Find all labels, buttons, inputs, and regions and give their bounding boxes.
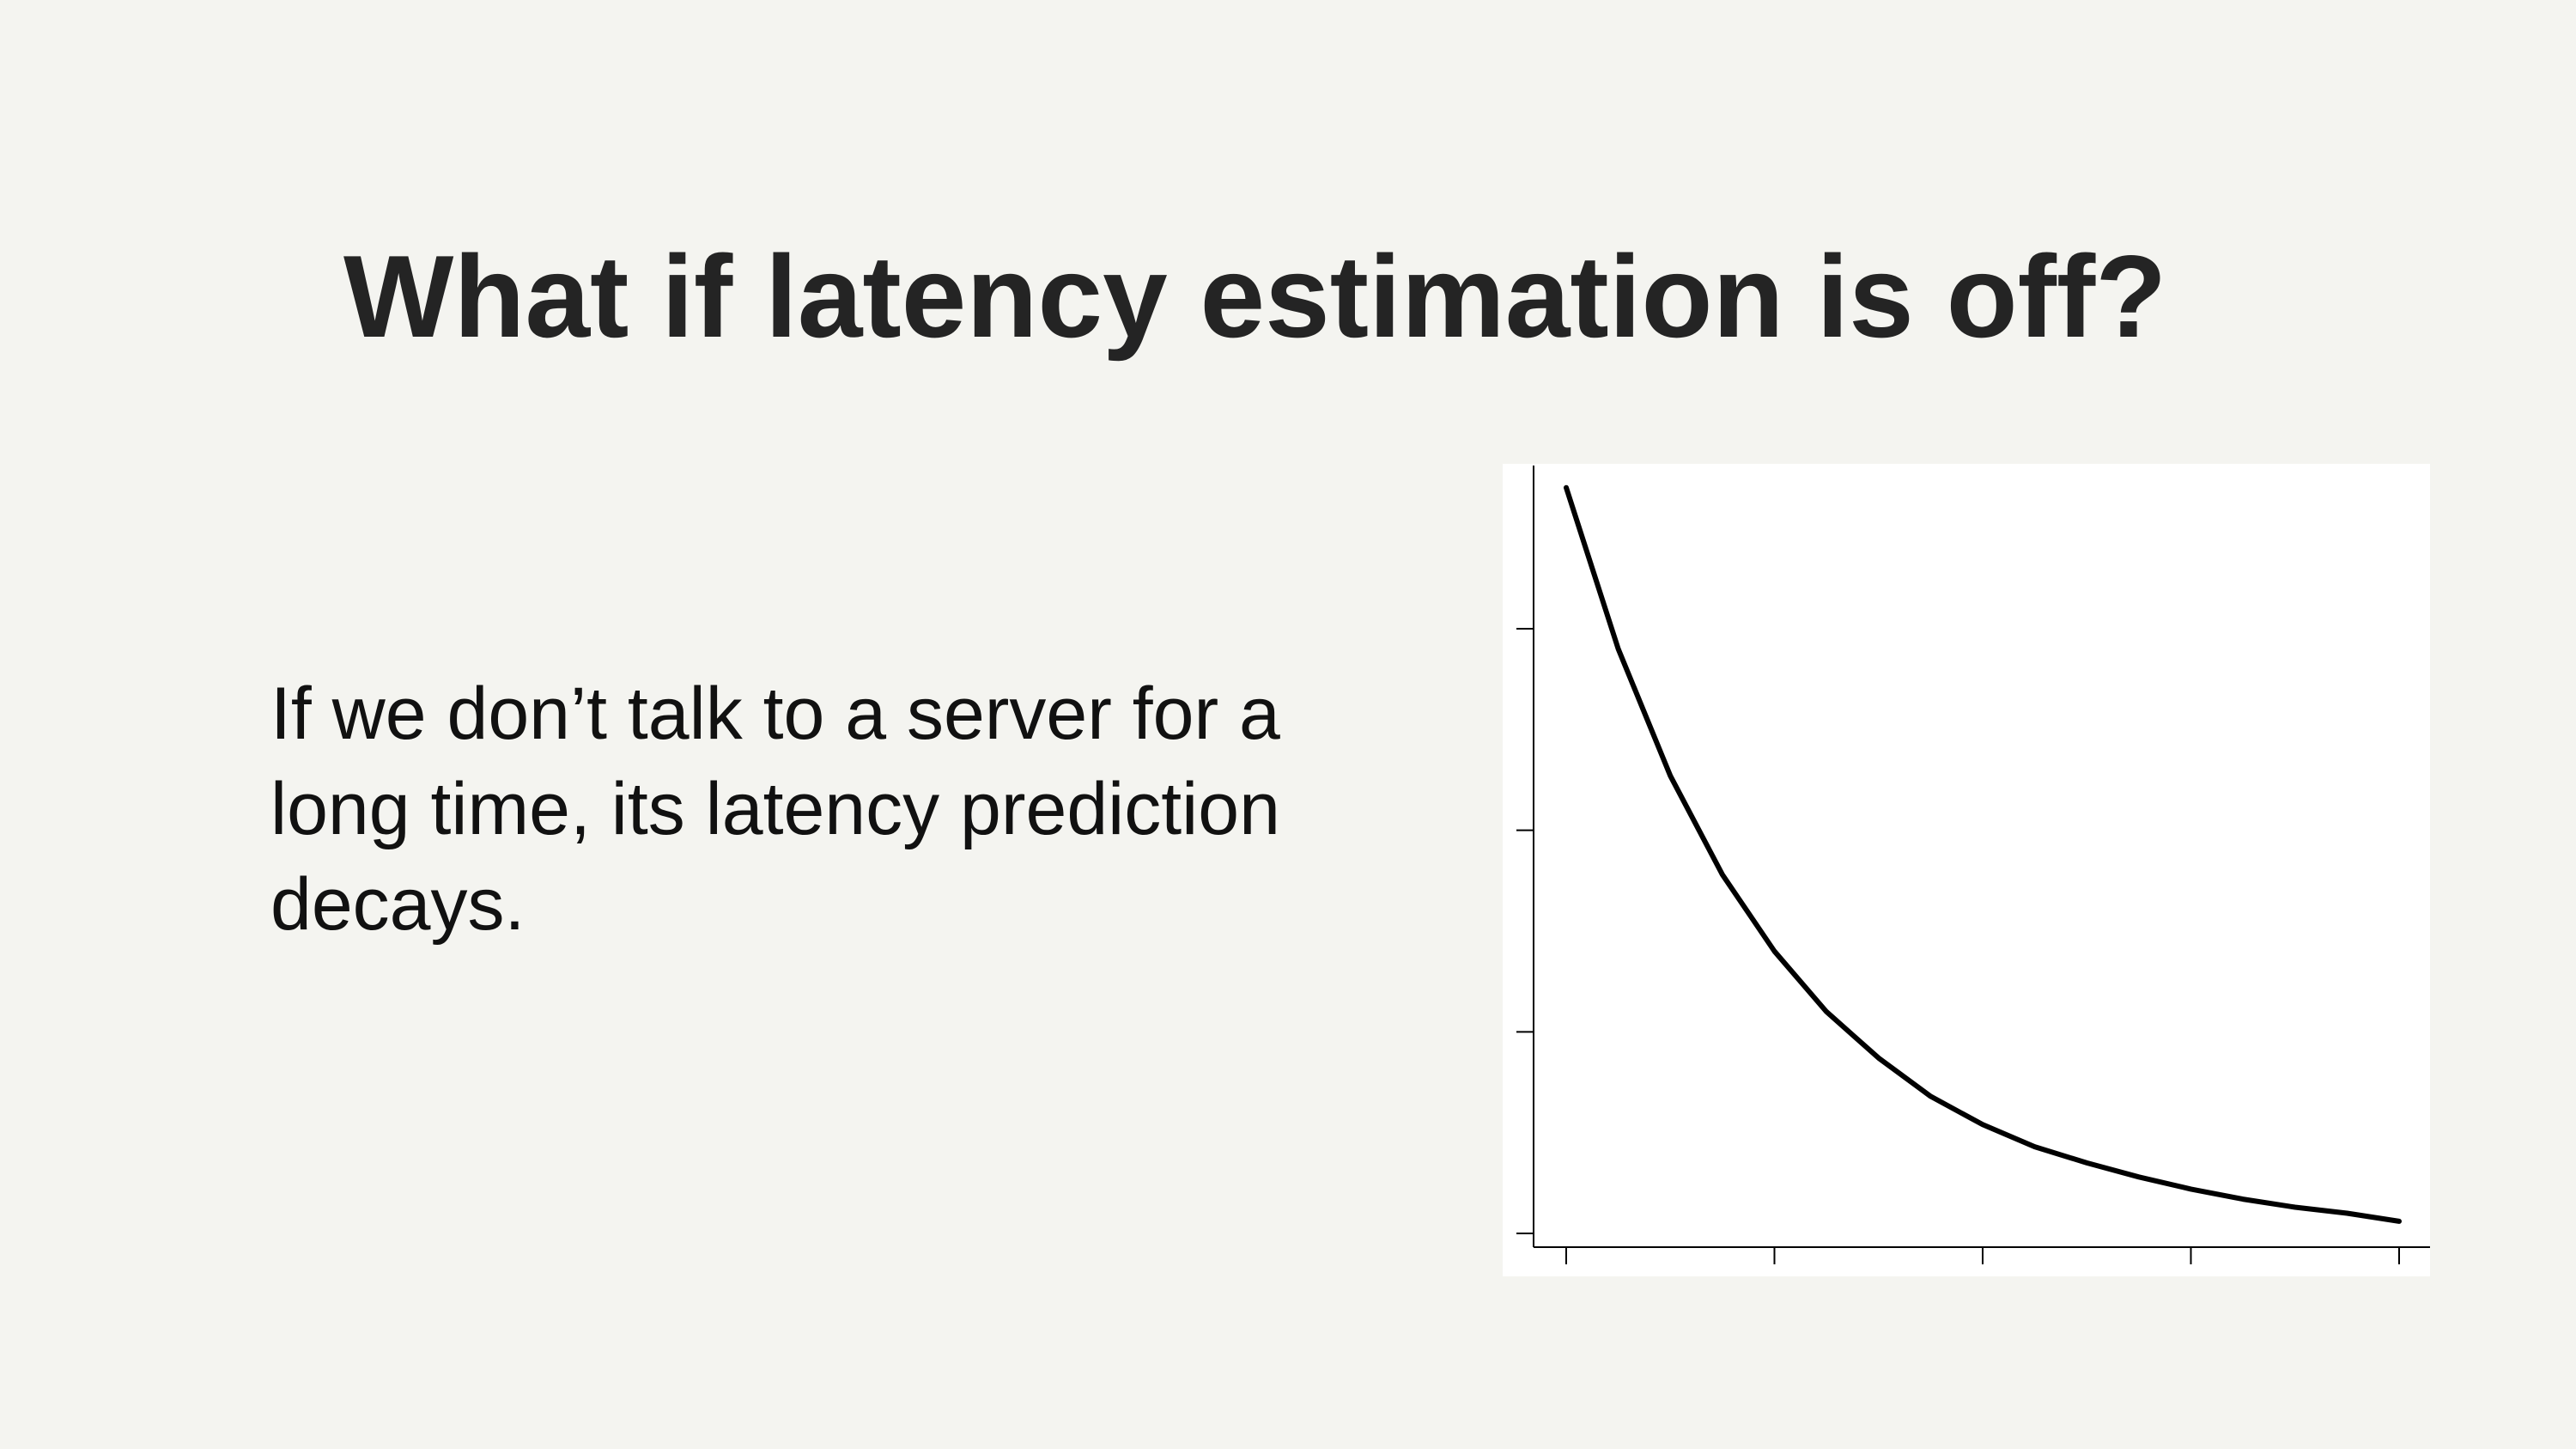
x-axis-ticks: [1565, 1247, 2400, 1264]
slide-title: What if latency estimation is off?: [343, 231, 2167, 362]
latency-decay-curve: [1564, 484, 2402, 1224]
y-axis-ticks: [1516, 628, 1534, 1234]
decay-chart: [1516, 466, 2430, 1264]
decay-chart-panel: [1503, 464, 2430, 1276]
slide-body-text: If we don’t talk to a server for a long …: [270, 673, 1280, 946]
